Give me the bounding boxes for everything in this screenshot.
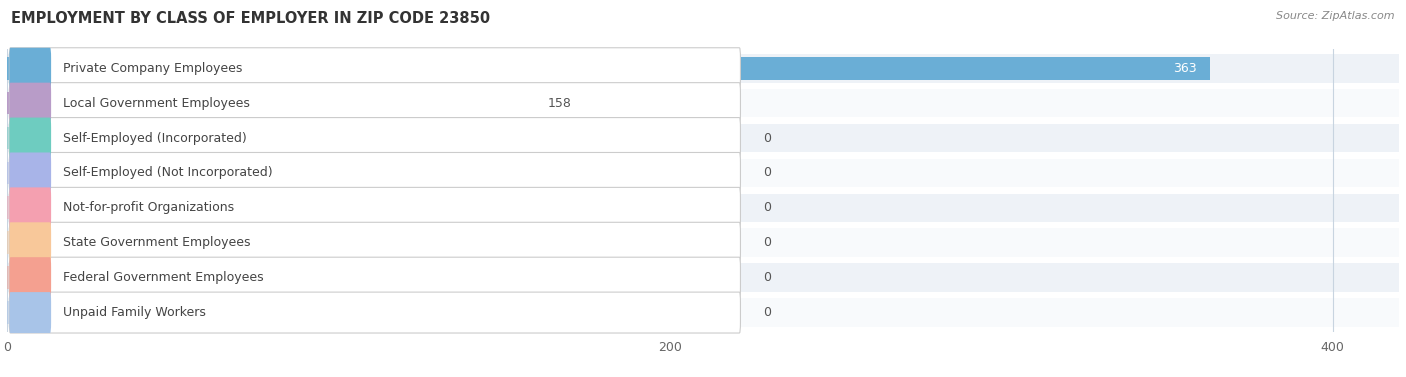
FancyBboxPatch shape — [10, 292, 741, 333]
Bar — [7, 193, 1399, 222]
Text: Federal Government Employees: Federal Government Employees — [63, 271, 264, 284]
Bar — [7, 57, 1211, 80]
Text: 0: 0 — [762, 166, 770, 179]
Text: Not-for-profit Organizations: Not-for-profit Organizations — [63, 201, 235, 215]
FancyBboxPatch shape — [10, 257, 741, 298]
FancyBboxPatch shape — [10, 48, 741, 89]
Bar — [7, 228, 1399, 257]
FancyBboxPatch shape — [10, 152, 51, 193]
Text: 0: 0 — [762, 236, 770, 249]
Text: Self-Employed (Not Incorporated): Self-Employed (Not Incorporated) — [63, 166, 273, 179]
FancyBboxPatch shape — [10, 118, 51, 158]
Bar — [7, 159, 1399, 187]
Bar — [7, 127, 339, 149]
FancyBboxPatch shape — [10, 48, 51, 89]
Text: 0: 0 — [762, 132, 770, 144]
Bar — [7, 196, 339, 219]
Bar — [7, 92, 530, 115]
Text: 158: 158 — [547, 97, 571, 110]
Bar — [7, 162, 339, 184]
Text: Source: ZipAtlas.com: Source: ZipAtlas.com — [1277, 11, 1395, 21]
Text: EMPLOYMENT BY CLASS OF EMPLOYER IN ZIP CODE 23850: EMPLOYMENT BY CLASS OF EMPLOYER IN ZIP C… — [11, 11, 491, 26]
Text: Self-Employed (Incorporated): Self-Employed (Incorporated) — [63, 132, 247, 144]
FancyBboxPatch shape — [10, 152, 741, 193]
Text: 0: 0 — [762, 201, 770, 215]
FancyBboxPatch shape — [10, 187, 51, 228]
Text: 0: 0 — [762, 271, 770, 284]
FancyBboxPatch shape — [10, 292, 51, 333]
Bar — [7, 301, 339, 324]
Bar — [7, 264, 1399, 292]
FancyBboxPatch shape — [10, 83, 741, 124]
Bar — [7, 266, 339, 289]
FancyBboxPatch shape — [10, 222, 51, 263]
FancyBboxPatch shape — [10, 118, 741, 158]
Text: 363: 363 — [1173, 62, 1197, 75]
FancyBboxPatch shape — [10, 257, 51, 298]
Text: 0: 0 — [762, 306, 770, 319]
Bar — [7, 124, 1399, 152]
Text: Local Government Employees: Local Government Employees — [63, 97, 250, 110]
Bar — [7, 89, 1399, 117]
Text: Private Company Employees: Private Company Employees — [63, 62, 243, 75]
Text: State Government Employees: State Government Employees — [63, 236, 250, 249]
Bar — [7, 54, 1399, 83]
Bar — [7, 231, 339, 254]
Text: Unpaid Family Workers: Unpaid Family Workers — [63, 306, 207, 319]
Bar — [7, 298, 1399, 327]
FancyBboxPatch shape — [10, 83, 51, 124]
FancyBboxPatch shape — [10, 187, 741, 228]
FancyBboxPatch shape — [10, 222, 741, 263]
